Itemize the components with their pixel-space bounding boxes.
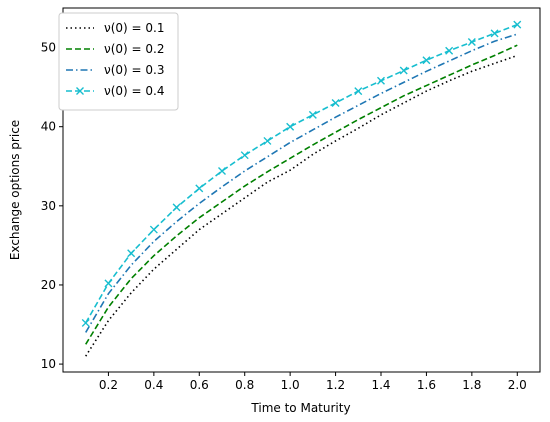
axis-ticks: 0.2 0.4 0.6 0.8 1.0 1.2 1.4 1.6 1.8 2.0 10 20 30 40 50: [41, 41, 527, 392]
data-point-marker: [240, 151, 249, 160]
x-tick-label: 0.8: [235, 378, 254, 392]
y-tick-label: 50: [41, 41, 56, 55]
data-point-marker: [149, 225, 158, 234]
x-tick-label: 1.2: [326, 378, 345, 392]
series-line-4: [85, 23, 518, 324]
legend-label: ν(0) = 0.3: [104, 63, 164, 77]
x-tick-label: 2.0: [508, 378, 527, 392]
y-tick-label: 10: [41, 357, 56, 371]
legend-marker: [76, 87, 84, 95]
series-line-1: [85, 54, 518, 357]
legend: ν(0) = 0.1 ν(0) = 0.2 ν(0) = 0.3 ν(0) = 0.4: [58, 12, 179, 111]
data-point-marker: [127, 249, 136, 258]
data-point-marker: [490, 29, 499, 38]
y-tick-label: 40: [41, 120, 56, 134]
series-layer: [81, 20, 522, 357]
series-line-3: [85, 33, 518, 333]
data-point-marker: [81, 318, 90, 327]
x-tick-label: 1.4: [371, 378, 390, 392]
data-point-marker: [308, 110, 317, 119]
data-point-marker: [263, 136, 272, 145]
x-tick-label: 0.4: [144, 378, 163, 392]
data-point-marker: [467, 38, 476, 47]
legend-entries: ν(0) = 0.1 ν(0) = 0.2 ν(0) = 0.3 ν(0) = 0.4: [66, 21, 164, 98]
data-point-marker: [513, 20, 522, 29]
x-tick-label: 0.2: [99, 378, 118, 392]
data-point-marker: [286, 122, 295, 131]
data-point-marker: [104, 279, 113, 288]
x-tick-label: 0.6: [190, 378, 209, 392]
y-tick-label: 30: [41, 199, 56, 213]
legend-label: ν(0) = 0.4: [104, 84, 164, 98]
data-point-marker: [218, 167, 226, 176]
data-point-marker: [354, 87, 363, 96]
data-point-marker: [399, 66, 408, 75]
y-axis-label: Exchange options price: [8, 120, 22, 260]
series-line-2: [85, 44, 518, 345]
x-tick-label: 1.8: [462, 378, 481, 392]
data-point-marker: [422, 56, 431, 65]
data-point-marker: [377, 76, 385, 85]
legend-box: [58, 12, 179, 111]
y-tick-label: 20: [41, 278, 56, 292]
x-axis-label: Time to Maturity: [250, 401, 350, 415]
legend-label: ν(0) = 0.2: [104, 42, 164, 56]
x-tick-label: 1.0: [281, 378, 300, 392]
data-point-marker: [331, 98, 340, 107]
x-tick-label: 1.6: [417, 378, 436, 392]
data-point-marker: [172, 203, 181, 212]
data-point-marker: [445, 46, 454, 55]
data-point-marker: [195, 184, 204, 193]
legend-label: ν(0) = 0.1: [104, 21, 164, 35]
